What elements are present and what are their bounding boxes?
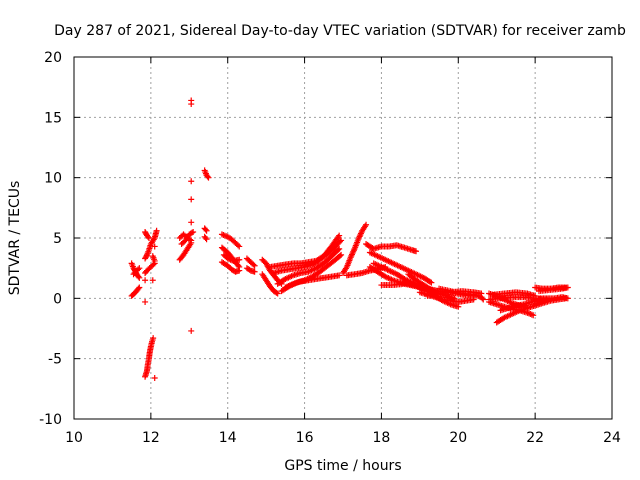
data-point xyxy=(202,235,209,241)
x-tick-label: 16 xyxy=(296,430,314,446)
data-point xyxy=(273,289,280,296)
data-point xyxy=(336,252,343,259)
data-point xyxy=(236,256,243,263)
x-tick-label: 12 xyxy=(142,430,160,446)
data-point xyxy=(204,173,211,180)
data-point xyxy=(188,327,195,334)
data-point xyxy=(188,229,195,236)
data-points xyxy=(128,97,571,381)
data-point xyxy=(150,261,157,268)
data-point xyxy=(234,242,241,249)
data-point xyxy=(413,248,420,255)
data-point xyxy=(150,335,157,342)
data-point xyxy=(251,268,258,275)
y-tick-label: 15 xyxy=(44,110,62,126)
data-point xyxy=(151,257,158,264)
data-point xyxy=(250,261,257,268)
data-point xyxy=(203,227,210,234)
data-point xyxy=(338,251,345,258)
data-point xyxy=(153,227,160,234)
data-point xyxy=(202,226,209,233)
data-point xyxy=(135,273,142,280)
data-point xyxy=(135,266,142,273)
data-point xyxy=(205,174,212,181)
data-point xyxy=(335,246,342,253)
y-tick-label: 5 xyxy=(53,231,62,247)
y-axis-label: SDTVAR / TECUs xyxy=(7,181,23,296)
data-point xyxy=(479,295,486,302)
data-point xyxy=(149,277,156,284)
data-point xyxy=(145,235,152,241)
data-point xyxy=(564,284,571,291)
data-point xyxy=(203,236,210,243)
data-point xyxy=(190,228,197,235)
data-point xyxy=(428,279,435,286)
data-point xyxy=(188,219,195,226)
data-point xyxy=(142,298,149,305)
y-tick-label: 0 xyxy=(53,291,62,307)
data-point xyxy=(564,295,571,302)
data-point xyxy=(188,178,195,185)
y-tick-label: -5 xyxy=(48,352,62,368)
x-tick-label: 14 xyxy=(219,430,237,446)
data-point xyxy=(135,285,142,292)
data-point xyxy=(235,262,242,269)
plot-frame xyxy=(73,56,613,420)
chart-title: Day 287 of 2021, Sidereal Day-to-day VTE… xyxy=(54,23,626,39)
data-point xyxy=(274,290,281,297)
data-point xyxy=(338,237,345,244)
y-tick-label: -10 xyxy=(39,412,62,428)
data-point xyxy=(336,245,343,252)
data-point xyxy=(144,233,151,240)
data-point xyxy=(336,238,343,245)
data-point xyxy=(143,253,150,260)
data-point xyxy=(335,233,342,240)
y-tick-label: 20 xyxy=(44,50,62,66)
data-point xyxy=(136,265,143,272)
x-tick-label: 18 xyxy=(373,430,391,446)
data-point xyxy=(188,196,195,203)
data-point xyxy=(136,284,143,291)
data-point xyxy=(236,243,243,250)
data-point xyxy=(336,232,343,239)
data-point xyxy=(251,262,258,269)
data-point xyxy=(530,312,537,319)
data-point xyxy=(142,277,149,284)
axis-tick-labels: 10 12 14 16 18 20 22 24 -10 -5 0 5 10 15 20 xyxy=(39,50,621,446)
data-point xyxy=(188,237,195,244)
data-point xyxy=(236,267,243,274)
data-point xyxy=(363,221,370,228)
x-tick-label: 24 xyxy=(603,430,621,446)
data-point xyxy=(532,292,539,299)
x-tick-label: 20 xyxy=(449,430,467,446)
data-point xyxy=(480,296,487,303)
x-tick-label: 22 xyxy=(526,430,544,446)
data-point xyxy=(151,374,158,381)
data-point xyxy=(136,274,143,281)
data-point xyxy=(336,272,343,279)
data-point xyxy=(188,97,195,104)
y-tick-label: 10 xyxy=(44,171,62,187)
x-tick-label: 10 xyxy=(65,430,83,446)
data-point xyxy=(427,278,434,285)
x-axis-label: GPS time / hours xyxy=(284,458,401,474)
data-point xyxy=(151,243,158,250)
